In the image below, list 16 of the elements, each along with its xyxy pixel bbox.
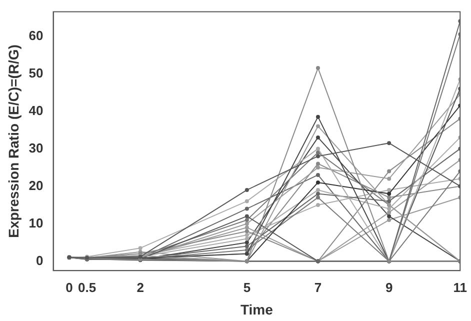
x-tick-label: 0 xyxy=(66,280,73,295)
x-tick-label: 7 xyxy=(314,280,322,295)
y-tick-label: 40 xyxy=(28,102,44,118)
y-tick-label: 50 xyxy=(28,65,44,80)
y-tick-label: 10 xyxy=(28,215,44,230)
y-tick-label: 20 xyxy=(28,178,44,193)
x-tick-label: 9 xyxy=(385,280,393,295)
y-tick-label: 0 xyxy=(36,252,44,268)
y-tick-label: 30 xyxy=(28,140,44,156)
x-tick-label: 2 xyxy=(136,280,144,295)
y-tick-label: 60 xyxy=(28,28,44,43)
y-axis-title: Expression Ratio (E/C)=(R/G) xyxy=(5,44,22,238)
x-tick-label: 11 xyxy=(453,280,468,295)
x-tick-label: 0.5 xyxy=(78,280,96,295)
x-axis-title: Time xyxy=(240,301,274,318)
x-tick-label: 5 xyxy=(243,280,251,295)
